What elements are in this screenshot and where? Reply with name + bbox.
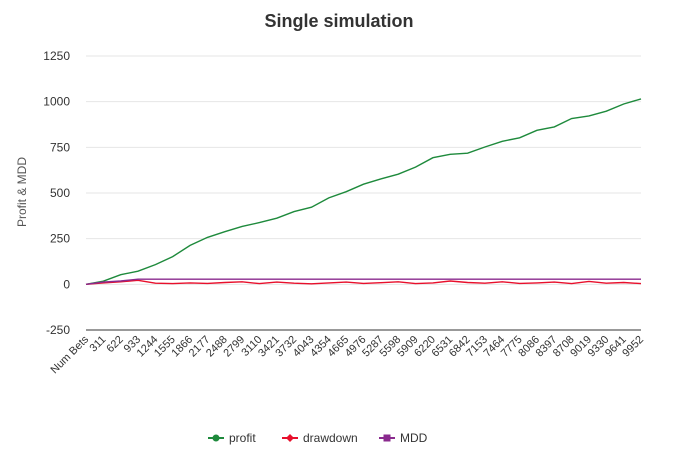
legend-marker [212, 434, 220, 442]
y-tick-label: 250 [50, 232, 70, 246]
y-tick-label: -250 [46, 323, 70, 337]
y-tick-labels: -250 0 250 500 750 1000 1250 [43, 49, 70, 337]
chart-title: Single simulation [264, 11, 413, 31]
y-tick-label: 0 [63, 277, 70, 291]
x-tick-label: 9952 [620, 334, 646, 360]
legend-label: profit [229, 431, 256, 445]
series-line-mdd [85, 278, 641, 285]
y-tick-label: 1250 [43, 49, 70, 63]
y-tick-label: 750 [50, 140, 70, 154]
series-line-profit [85, 98, 642, 285]
legend-label: MDD [400, 431, 428, 445]
legend-label: drawdown [303, 431, 358, 445]
grid-lines [86, 55, 641, 331]
x-tick-label: Num Bets [48, 333, 91, 376]
x-tick-label: 311 [88, 334, 109, 355]
legend: profit drawdown MDD [208, 431, 428, 445]
series-lines [85, 98, 642, 285]
y-tick-label: 500 [50, 186, 70, 200]
y-tick-label: 1000 [43, 95, 70, 109]
series-line-drawdown [85, 279, 642, 285]
legend-marker [286, 434, 294, 442]
y-axis-label: Profit & MDD [15, 157, 29, 227]
x-tick-labels: Num Bets31162293312441555186621772488279… [48, 333, 646, 376]
legend-marker [383, 434, 391, 442]
